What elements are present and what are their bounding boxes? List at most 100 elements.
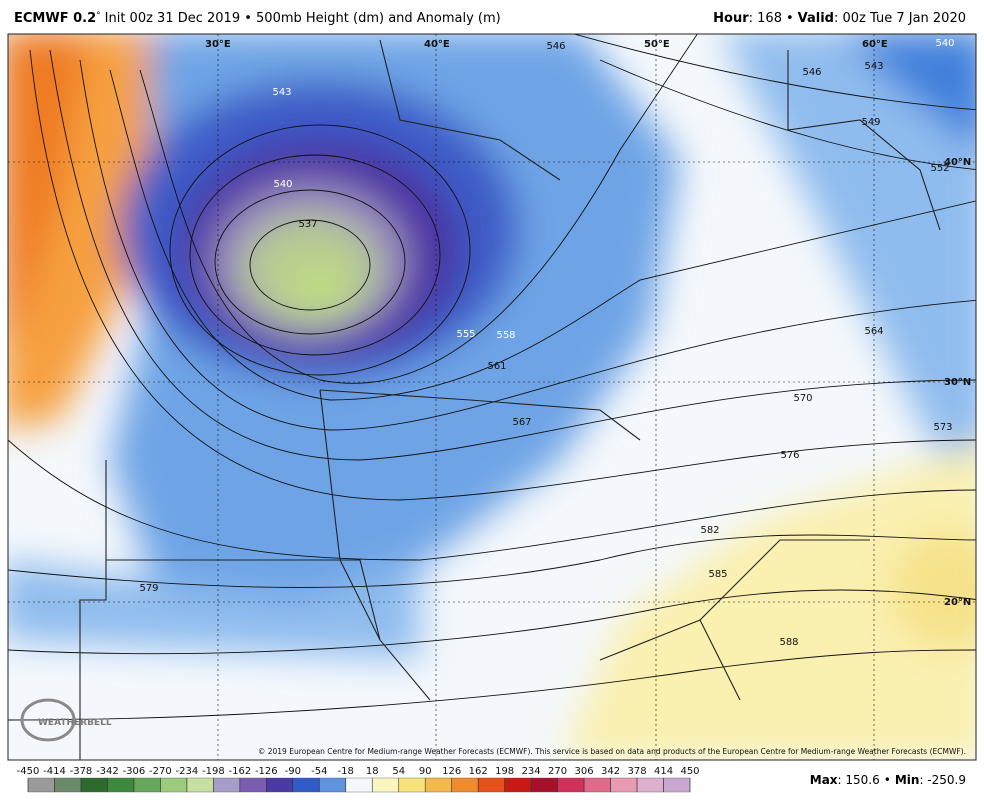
- contour-label: 540: [935, 38, 954, 49]
- colorbar-swatch: [530, 777, 558, 793]
- colorbar-swatch: [213, 777, 241, 793]
- lon-label: 60°E: [862, 39, 888, 50]
- max: : 150.6: [838, 773, 880, 787]
- lon-label: 50°E: [644, 39, 670, 50]
- contour-labels: 543 540 537 555 558 561 567 546 546 543 …: [139, 38, 954, 648]
- colorbar-swatch: [133, 777, 161, 793]
- contour-label: 540: [273, 179, 292, 190]
- colorbar-swatch: [54, 777, 82, 793]
- lon-label: 30°E: [205, 39, 231, 50]
- contour-label: 564: [864, 326, 883, 337]
- colorbar-label: 90: [419, 766, 432, 777]
- colorbar-swatch: [160, 777, 188, 793]
- contour-label: 582: [700, 525, 719, 536]
- footer-stats: Max: 150.6 • Min: -250.9: [810, 773, 966, 787]
- colorbar-label: -306: [123, 766, 146, 777]
- lat-label: 30°N: [944, 377, 971, 388]
- colorbar-swatch: [80, 777, 108, 793]
- separator: •: [884, 773, 891, 787]
- lon-label: 40°E: [424, 39, 450, 50]
- colorbar-label: -270: [149, 766, 172, 777]
- lat-label: 40°N: [944, 157, 971, 168]
- borders: [79, 39, 941, 760]
- colorbar-label: 378: [627, 766, 646, 777]
- max-label: Max: [810, 773, 838, 787]
- valid: : 00z Tue 7 Jan 2020: [834, 11, 966, 26]
- colorbar-swatch: [266, 777, 294, 793]
- min-label: Min: [895, 773, 920, 787]
- hour-label: Hour: [713, 11, 749, 26]
- model: ECMWF 0.2: [14, 11, 96, 26]
- hour: : 168: [749, 11, 782, 26]
- contour-label: 546: [802, 67, 821, 78]
- colorbar-swatch: [186, 777, 214, 793]
- colorbar-label: -162: [228, 766, 251, 777]
- contour-label: 573: [933, 422, 952, 433]
- copyright: © 2019 European Centre for Medium-range …: [258, 747, 966, 756]
- colorbar-label: 54: [392, 766, 405, 777]
- colorbar-swatch: [557, 777, 585, 793]
- contour-label: 570: [793, 393, 812, 404]
- colorbar-swatch: [398, 777, 426, 793]
- init: Init 00z 31 Dec 2019 • 500mb Height (dm)…: [105, 11, 501, 26]
- colorbar-swatch: [292, 777, 320, 793]
- colorbar-swatch: [504, 777, 532, 793]
- logo-text: WEATHERBELL: [38, 718, 112, 728]
- colorbar-label: -198: [202, 766, 225, 777]
- colorbar-label: -450: [17, 766, 40, 777]
- logo: WEATHERBELL: [20, 698, 112, 742]
- colorbar-swatch: [636, 777, 664, 793]
- colorbar-swatch: [27, 777, 55, 793]
- colorbar-label: 342: [601, 766, 620, 777]
- colorbar-label: -342: [96, 766, 119, 777]
- contour-label: 549: [861, 117, 880, 128]
- colorbar-swatch: [663, 777, 691, 793]
- contour-label: 537: [298, 219, 317, 230]
- colorbar-swatch: [319, 777, 346, 793]
- contour-label: 543: [272, 87, 291, 98]
- colorbar-label: -414: [43, 766, 66, 777]
- contour-label: 546: [546, 41, 565, 52]
- colorbar-label: -378: [70, 766, 93, 777]
- colorbar-swatch: [239, 777, 267, 793]
- separator: •: [786, 11, 794, 26]
- colorbar-label: 450: [680, 766, 699, 777]
- contour-label: 555: [456, 329, 475, 340]
- colorbar-label: -126: [255, 766, 278, 777]
- colorbar-swatch: [372, 777, 399, 793]
- colorbar-swatch: [610, 777, 638, 793]
- contour-label: 576: [780, 450, 799, 461]
- header-right: Hour: 168 • Valid: 00z Tue 7 Jan 2020: [713, 11, 966, 26]
- map-frame: [7, 33, 977, 761]
- contour-label: 558: [496, 330, 515, 341]
- contours: [8, 34, 976, 721]
- valid-label: Valid: [798, 11, 834, 26]
- colorbar-label: 414: [654, 766, 673, 777]
- lat-label: 20°N: [944, 597, 971, 608]
- colorbar-label: 306: [575, 766, 594, 777]
- contour-label: 588: [779, 637, 798, 648]
- contour-label: 552: [930, 163, 949, 174]
- colorbar-label: -234: [176, 766, 199, 777]
- colorbar-label: -18: [338, 766, 354, 777]
- contour-label: 585: [708, 569, 727, 580]
- colorbar-label: 18: [366, 766, 379, 777]
- colorbar-swatch: [107, 777, 135, 793]
- colorbar-label: 162: [469, 766, 488, 777]
- colorbar-label: 198: [495, 766, 514, 777]
- colorbar-swatch: [345, 777, 373, 793]
- colorbar-swatch: [477, 777, 505, 793]
- colorbar-swatch: [425, 777, 452, 793]
- colorbar-label: -90: [285, 766, 301, 777]
- contour-label: 561: [487, 361, 506, 372]
- contour-label: 543: [864, 61, 883, 72]
- colorbar: -450 -414 -378 -342 -306 -270 -234 -198 -162 -126…: [17, 766, 700, 793]
- min: : -250.9: [919, 773, 966, 787]
- map: [8, 34, 976, 760]
- colorbar-swatch: [583, 777, 611, 793]
- colorbar-swatch: [451, 777, 479, 793]
- colorbar-label: 126: [442, 766, 461, 777]
- contour-label: 567: [512, 417, 531, 428]
- degree: °: [96, 11, 101, 21]
- graticule: [8, 34, 976, 760]
